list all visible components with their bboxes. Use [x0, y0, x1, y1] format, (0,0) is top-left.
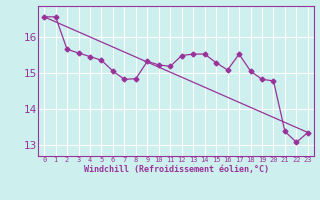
X-axis label: Windchill (Refroidissement éolien,°C): Windchill (Refroidissement éolien,°C): [84, 165, 268, 174]
